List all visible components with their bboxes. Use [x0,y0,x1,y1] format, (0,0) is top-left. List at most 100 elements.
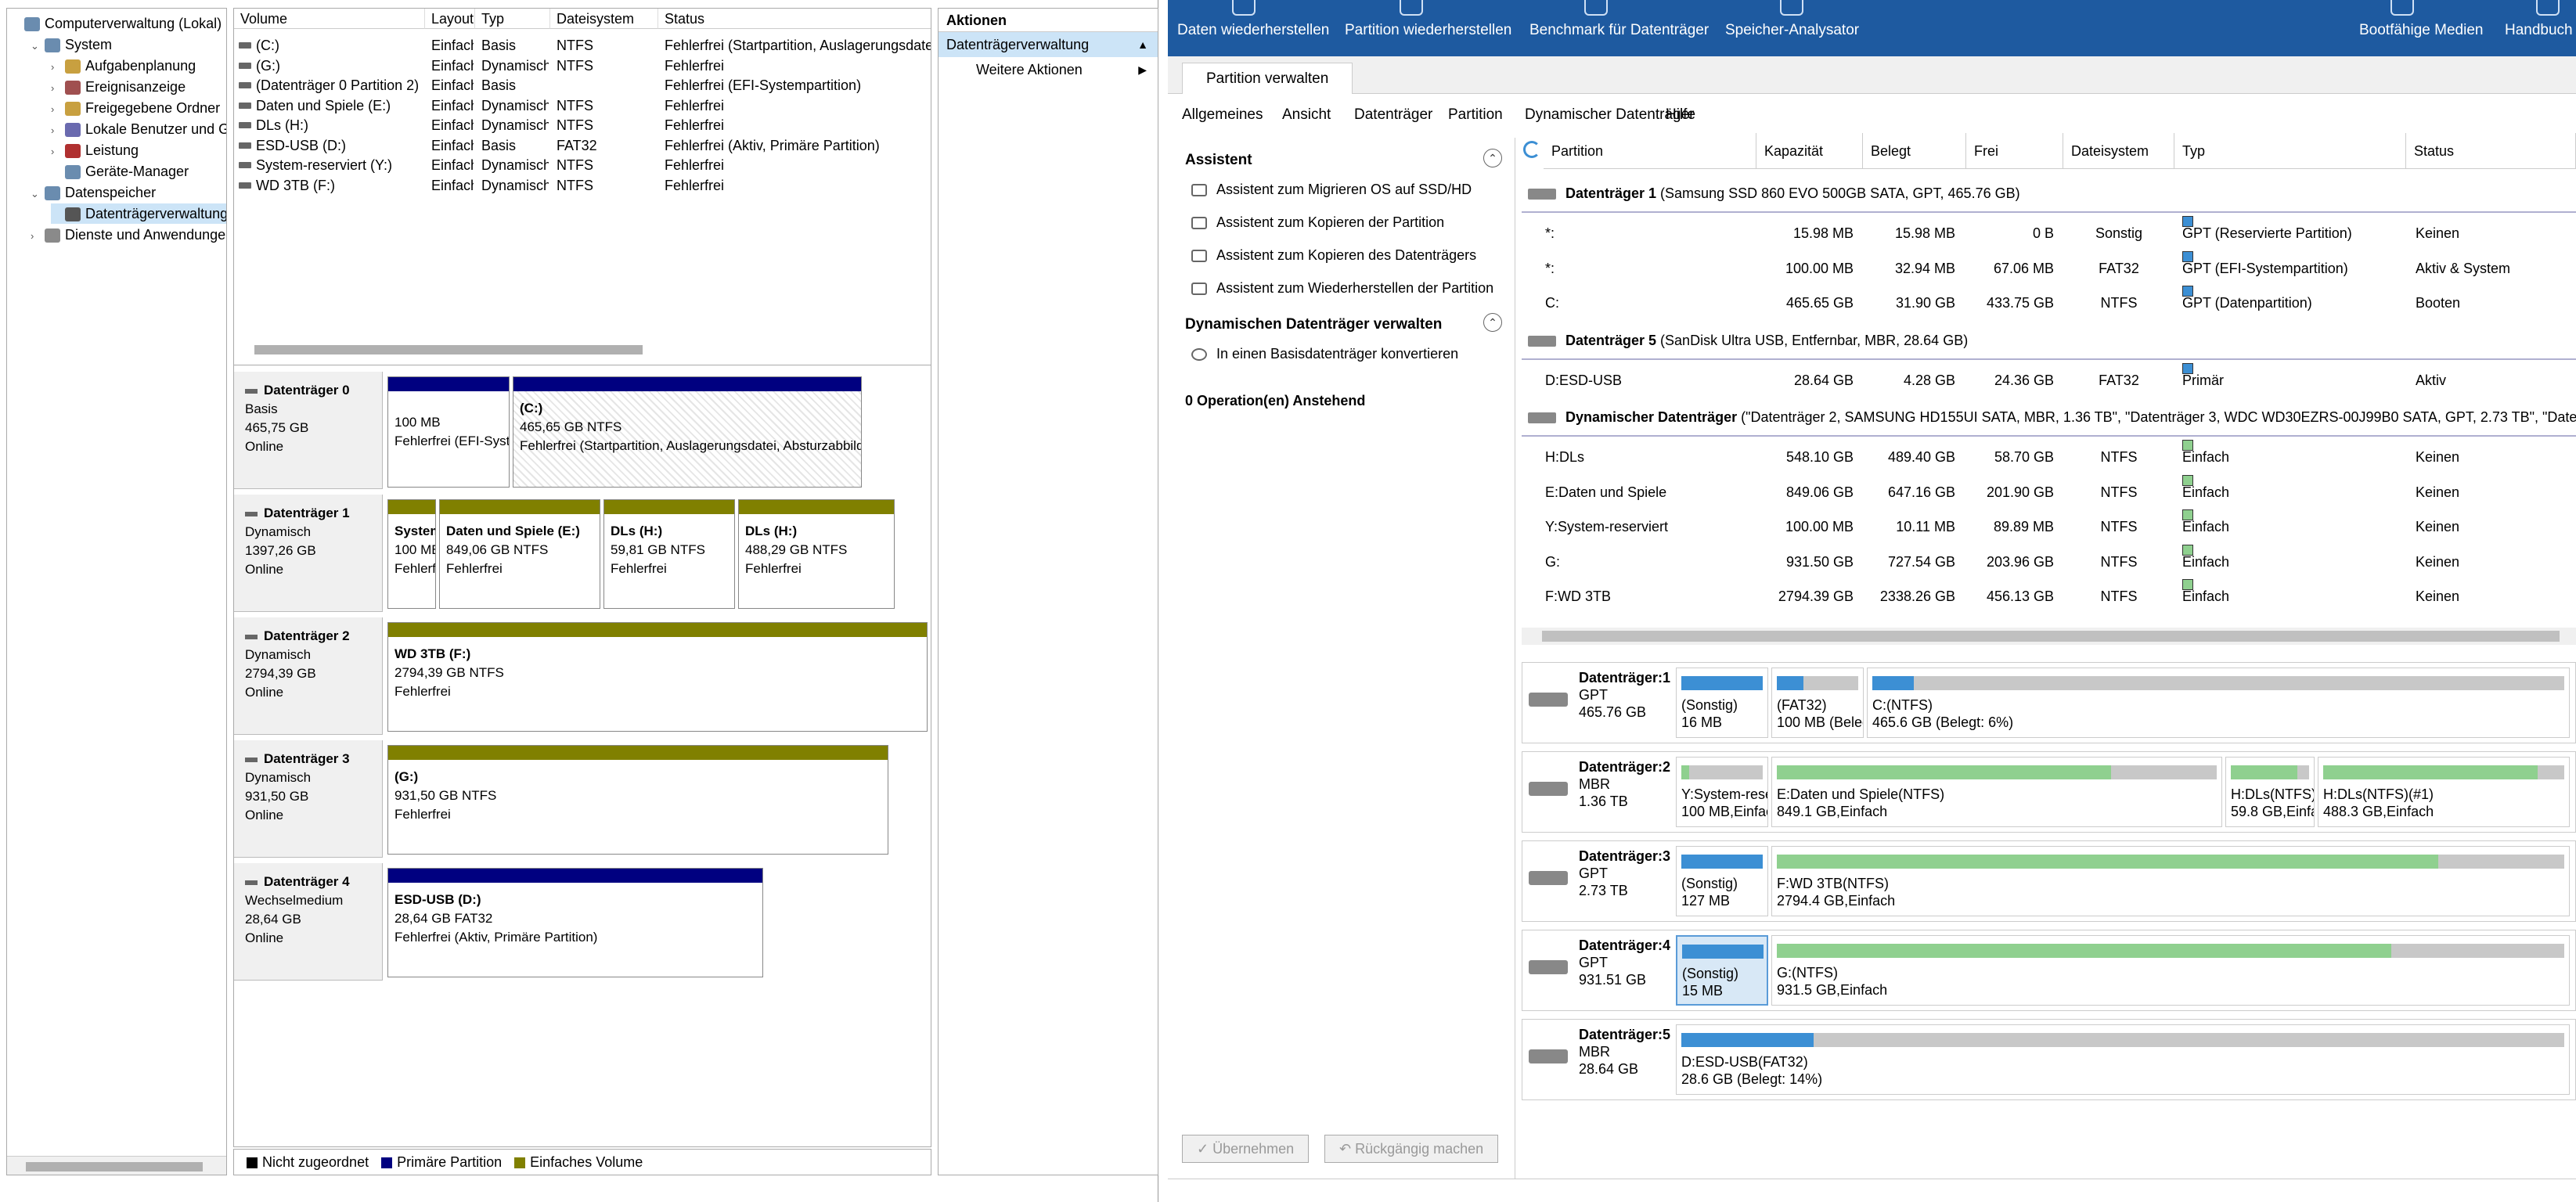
table-row[interactable]: H:DLs 548.10 GB 489.40 GB 58.70 GB NTFS Einfa… [1522,440,2576,474]
table-row[interactable]: (G:) Einfach Dynamisch NTFS Fehlerfrei [234,56,931,76]
table-row[interactable]: (C:) Einfach Basis NTFS Fehlerfrei (Startpar… [234,35,931,56]
disk-map-partition[interactable]: Y:System-reserviert(NTFS) 100 MB,Einfach [1676,757,1768,827]
table-row[interactable]: WD 3TB (F:) Einfach Dynamisch NTFS Fehlerfre… [234,175,931,196]
menu-item[interactable]: Datenträger [1354,106,1433,123]
tree-item[interactable]: › Aufgabenplanung [51,56,196,76]
action-disk-management[interactable]: Datenträgerverwaltung ▲ [939,32,1158,57]
disk-map-partition[interactable]: C:(NTFS) 465.6 GB (Belegt: 6%) [1867,668,2570,738]
sidebar-item[interactable]: In einen Basisdatenträger konvertieren [1191,346,1458,362]
table-row[interactable]: *: 100.00 MB 32.94 MB 67.06 MB FAT32 GPT (EFI… [1522,250,2576,286]
column-header[interactable]: Typ [475,9,550,29]
table-row[interactable]: G: 931.50 GB 727.54 GB 203.96 GB NTFS Einfach… [1522,544,2576,579]
column-header[interactable]: Dateisystem [2063,133,2174,169]
tree-item[interactable]: Datenträgerverwaltung [51,203,226,224]
disk-map-partition[interactable]: (Sonstig) 15 MB [1676,935,1768,1006]
expand-arrow-icon[interactable]: › [51,124,55,136]
table-row[interactable]: *: 15.98 MB 15.98 MB 0 B Sonstig GPT (Reservi… [1522,216,2576,250]
undo-button[interactable]: ↶ Rückgängig machen [1324,1135,1499,1163]
disk-map-row[interactable]: Datenträger:5 MBR 28.64 GB D:ESD-USB(FAT32)… [1522,1019,2576,1100]
toolbar-button-4[interactable]: Bootfähige Medien [2359,0,2483,39]
disk-map-partition[interactable]: E:Daten und Spiele(NTFS) 849.1 GB,Einfach [1771,757,2222,827]
partition-box[interactable]: System-reserviert (Y:) 100 MB NTFS Fehlerf… [387,499,436,609]
menu-item[interactable]: Allgemeines [1182,106,1263,123]
partition-box[interactable]: (C:) 465,65 GB NTFS Fehlerfrei (Startparti… [513,376,862,488]
table-row[interactable]: System-reserviert (Y:) Einfach Dynamisch NT… [234,155,931,175]
collapse-icon[interactable]: ⌃ [1483,149,1502,167]
toolbar-button-1[interactable]: Partition wiederherstellen [1345,0,1511,39]
sidebar-item[interactable]: Assistent zum Kopieren der Partition [1191,214,1444,231]
column-header[interactable]: Dateisystem [550,9,658,29]
scrollbar-thumb[interactable] [254,345,643,354]
expand-arrow-icon[interactable]: › [51,82,55,94]
table-row[interactable]: E:Daten und Spiele 849.06 GB 647.16 GB 201.… [1522,474,2576,509]
table-row[interactable]: F:WD 3TB 2794.39 GB 2338.26 GB 456.13 GB NTF… [1522,579,2576,614]
menu-item[interactable]: Partition [1448,106,1503,123]
toolbar-button-0[interactable]: Daten wiederherstellen [1177,0,1329,39]
partition-box[interactable]: ESD-USB (D:) 28,64 GB FAT32 Fehlerfrei (Ak… [387,868,763,977]
tree-item[interactable]: Geräte-Manager [51,161,189,182]
sidebar-item[interactable]: Assistent zum Kopieren des Datenträgers [1191,247,1476,264]
table-row[interactable]: Y:System-reserviert 100.00 MB 10.11 MB 89.8… [1522,509,2576,544]
table-row[interactable]: C: 465.65 GB 31.90 GB 433.75 GB NTFS GPT (Dat… [1522,286,2576,320]
table-row[interactable]: (Datenträger 0 Partition 2) Einfach Basis F… [234,75,931,95]
disk-map-partition[interactable]: G:(NTFS) 931.5 GB,Einfach [1771,935,2570,1006]
tree-item[interactable]: › Leistung [51,140,139,160]
toolbar-button-3[interactable]: Speicher-Analysator [1725,0,1859,39]
disk-label[interactable]: Datenträger 1 Dynamisch 1397,26 GB Online [234,495,383,612]
disk-map-label[interactable]: Datenträger:1 GPT 465.76 GB [1522,663,1671,741]
column-header[interactable]: Status [658,9,931,29]
menu-item[interactable]: Hilfe [1666,106,1696,123]
disk-map-partition[interactable]: (Sonstig) 16 MB [1676,668,1768,738]
horizontal-scrollbar[interactable] [7,1156,226,1175]
disk-map-partition[interactable]: F:WD 3TB(NTFS) 2794.4 GB,Einfach [1771,846,2570,916]
column-header[interactable]: Volume [234,9,425,29]
disk-map-partition[interactable]: (Sonstig) 127 MB [1676,846,1768,916]
menu-item[interactable]: Dynamischer Datenträger [1525,106,1695,123]
disk-map-row[interactable]: Datenträger:1 GPT 465.76 GB (Sonstig) 16 MB(… [1522,662,2576,743]
horizontal-scrollbar[interactable] [234,342,931,359]
menu-item[interactable]: Ansicht [1282,106,1331,123]
column-header[interactable]: Frei [1966,133,2063,169]
collapse-icon[interactable]: ⌃ [1483,313,1502,332]
action-more-actions[interactable]: Weitere Aktionen ▶ [939,57,1158,82]
disk-label[interactable]: Datenträger 3 Dynamisch 931,50 GB Online [234,740,383,858]
partition-box[interactable]: 100 MB Fehlerfrei (EFI-Systempartition) [387,376,510,488]
disk-map-partition[interactable]: (FAT32)100 MB (Belegt: 32%) [1771,668,1864,738]
expand-arrow-icon[interactable]: › [51,61,55,73]
table-row[interactable]: Daten und Spiele (E:) Einfach Dynamisch NTF… [234,95,931,116]
tree-item[interactable]: › Lokale Benutzer und Gruppen [51,119,226,139]
scrollbar-thumb[interactable] [26,1162,203,1171]
disk-group-header[interactable]: Dynamischer Datenträger ("Datenträger 2,… [1522,398,2576,437]
apply-button[interactable]: ✓ Übernehmen [1182,1135,1310,1163]
disk-label[interactable]: Datenträger 0 Basis 465,75 GB Online [234,372,383,489]
table-row[interactable]: ESD-USB (D:) Einfach Basis FAT32 Fehlerfrei … [234,135,931,156]
partition-box[interactable]: WD 3TB (F:) 2794,39 GB NTFS Fehlerfrei [387,622,928,732]
tree-item[interactable]: ⌄ Datenspeicher [31,182,156,203]
disk-map-label[interactable]: Datenträger:3 GPT 2.73 TB [1522,841,1671,919]
disk-group-header[interactable]: Datenträger 1 (Samsung SSD 860 EVO 500GB… [1522,174,2576,213]
sidebar-item[interactable]: Assistent zum Migrieren OS auf SSD/HD [1191,182,1472,198]
scrollbar-thumb[interactable] [1542,631,2560,642]
horizontal-scrollbar[interactable] [1522,628,2576,645]
tree-item[interactable]: › Freigegebene Ordner [51,98,220,118]
disk-map-label[interactable]: Datenträger:4 GPT 931.51 GB [1522,930,1671,1009]
column-header[interactable]: Layout [425,9,475,29]
disk-map-label[interactable]: Datenträger:2 MBR 1.36 TB [1522,752,1671,830]
expand-arrow-icon[interactable]: ⌄ [31,188,39,200]
column-header[interactable]: Partition [1544,133,1756,169]
toolbar-button-5[interactable]: Handbuch [2505,0,2573,39]
table-row[interactable]: DLs (H:) Einfach Dynamisch NTFS Fehlerfrei [234,115,931,135]
disk-map-row[interactable]: Datenträger:4 GPT 931.51 GB (Sonstig) 15 MB G… [1522,930,2576,1011]
toolbar-button-2[interactable]: Benchmark für Datenträger [1529,0,1709,39]
table-row[interactable]: D:ESD-USB 28.64 GB 4.28 GB 24.36 GB FAT32 Pri… [1522,362,2576,398]
disk-map-partition[interactable]: H:DLs(NTFS)(#1) 488.3 GB,Einfach [2318,757,2570,827]
disk-map-partition[interactable]: D:ESD-USB(FAT32) 28.6 GB (Belegt: 14%) [1676,1024,2570,1095]
column-header[interactable]: Kapazität [1756,133,1863,169]
expand-arrow-icon[interactable]: ⌄ [31,40,39,52]
disk-group-header[interactable]: Datenträger 5 (SanDisk Ultra USB, Entfer… [1522,320,2576,360]
partition-box[interactable]: (G:) 931,50 GB NTFS Fehlerfrei [387,745,888,855]
collapse-arrow-icon[interactable]: ▲ [1137,38,1148,51]
tree-item[interactable]: › Ereignisanzeige [51,77,186,97]
disk-label[interactable]: Datenträger 2 Dynamisch 2794,39 GB Online [234,617,383,735]
